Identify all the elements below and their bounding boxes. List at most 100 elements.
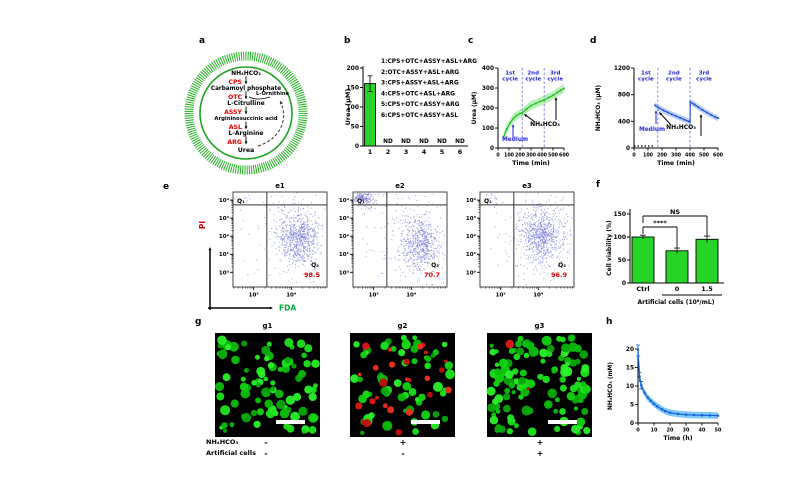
- svg-text:ARG: ARG: [227, 139, 242, 146]
- svg-text:10¹: 10¹: [219, 251, 230, 258]
- svg-text:100: 100: [346, 104, 359, 111]
- svg-text:500: 500: [548, 153, 559, 159]
- svg-text:Artificial cells (10⁶/mL): Artificial cells (10⁶/mL): [638, 299, 715, 306]
- svg-text:5:CPS+OTC+ASSY+ARG: 5:CPS+OTC+ASSY+ARG: [381, 102, 460, 108]
- svg-text:96.9: 96.9: [551, 271, 568, 279]
- svg-text:10²: 10²: [219, 233, 230, 240]
- panel-e-flow-cytometry: e1 10⁴ 10³ 10² 10¹ 10⁰ 10³ 10⁴ Q₁ Q₃ 98.5 e2 10⁴ 10³ 1…: [198, 182, 575, 313]
- svg-text:Q₁: Q₁: [357, 198, 365, 205]
- svg-text:10¹: 10¹: [339, 251, 350, 258]
- svg-text:ND: ND: [419, 139, 429, 145]
- panel-b-urea-bar-chart: 0 50 100 150 200 Urea (μM) 1 2 ND 3 ND 4 ND 5 ND 6 ND 1:C…: [344, 59, 477, 156]
- svg-text:200: 200: [515, 153, 526, 159]
- svg-text:20: 20: [667, 428, 674, 434]
- svg-text:0: 0: [632, 153, 636, 159]
- panel-label-h: h: [606, 317, 613, 327]
- svg-text:50: 50: [618, 257, 626, 264]
- svg-text:4:CPS+OTC+ASL+ARG: 4:CPS+OTC+ASL+ARG: [381, 91, 455, 97]
- svg-text:10⁰: 10⁰: [466, 269, 477, 276]
- svg-text:PI: PI: [198, 221, 207, 229]
- panel-a-urea-cycle-diagram: NH₄HCO₃ Carbamoyl phosphate L-Citrulline Ar…: [184, 51, 308, 175]
- svg-text:10³: 10³: [249, 292, 260, 299]
- svg-text:L-Ornithine: L-Ornithine: [256, 91, 290, 97]
- svg-text:ND: ND: [455, 139, 465, 145]
- svg-text:NH₄HCO₃: NH₄HCO₃: [231, 70, 261, 77]
- svg-text:0: 0: [355, 143, 359, 150]
- svg-text:2nd: 2nd: [668, 71, 680, 77]
- svg-text:10³: 10³: [466, 215, 477, 222]
- svg-text:Medium: Medium: [639, 127, 665, 133]
- svg-text:100: 100: [504, 153, 515, 159]
- svg-text:Time (min): Time (min): [512, 160, 550, 167]
- panel-label-c: c: [468, 36, 474, 46]
- svg-text:ND: ND: [437, 139, 447, 145]
- panel-label-d: d: [590, 36, 597, 46]
- svg-text:10³: 10³: [219, 215, 230, 222]
- svg-text:0: 0: [496, 153, 500, 159]
- svg-text:6: 6: [458, 148, 463, 156]
- svg-text:3: 3: [404, 148, 409, 156]
- svg-text:10³: 10³: [339, 215, 350, 222]
- svg-text:10²: 10²: [339, 233, 350, 240]
- svg-text:5: 5: [440, 148, 445, 156]
- sign-nh4hco3-g1: -: [264, 438, 268, 447]
- row-label-artificial-cells: Artificial cells: [206, 449, 256, 457]
- svg-text:Urea (μM): Urea (μM): [344, 89, 352, 126]
- svg-text:NS: NS: [670, 208, 680, 216]
- svg-text:10⁴: 10⁴: [339, 197, 350, 204]
- svg-text:10: 10: [651, 428, 658, 434]
- svg-text:10⁰: 10⁰: [339, 269, 350, 276]
- svg-text:cycle: cycle: [696, 77, 712, 83]
- treatment-condition-table: NH₄HCO₃ Artificial cells - + + - - +: [193, 437, 623, 465]
- svg-text:1: 1: [368, 148, 373, 156]
- svg-text:50: 50: [351, 124, 359, 131]
- sign-nh4hco3-g2: +: [399, 438, 407, 447]
- svg-text:NH₄HCO₃ (mM): NH₄HCO₃ (mM): [608, 362, 614, 410]
- svg-text:Q₁: Q₁: [484, 198, 492, 205]
- svg-text:e3: e3: [522, 182, 532, 190]
- svg-text:400: 400: [685, 153, 696, 159]
- svg-text:FDA: FDA: [279, 304, 296, 313]
- svg-text:10⁰: 10⁰: [219, 269, 230, 276]
- svg-text:40: 40: [699, 428, 706, 434]
- svg-text:3rd: 3rd: [699, 71, 710, 77]
- svg-text:Time (h): Time (h): [663, 435, 692, 442]
- svg-text:1st: 1st: [505, 71, 515, 77]
- svg-text:0: 0: [636, 428, 640, 434]
- svg-text:g3: g3: [535, 322, 545, 330]
- svg-text:ASSY: ASSY: [224, 109, 242, 116]
- svg-text:600: 600: [713, 153, 724, 159]
- svg-text:400: 400: [618, 119, 630, 125]
- svg-text:300: 300: [482, 86, 494, 92]
- svg-text:4: 4: [422, 148, 427, 156]
- svg-text:2: 2: [386, 148, 391, 156]
- svg-text:0: 0: [630, 421, 634, 427]
- svg-text:100: 100: [613, 234, 626, 241]
- sign-nh4hco3-g3: +: [536, 438, 544, 447]
- svg-text:CPS: CPS: [228, 79, 242, 86]
- svg-text:400: 400: [482, 66, 494, 72]
- svg-text:300: 300: [526, 153, 537, 159]
- panel-g-micrographs: g1 g2 g3: [215, 322, 592, 437]
- svg-text:10⁴: 10⁴: [219, 197, 230, 204]
- sign-cells-g1: -: [264, 449, 268, 458]
- svg-text:cycle: cycle: [638, 77, 654, 83]
- svg-text:300: 300: [671, 153, 682, 159]
- svg-text:98.5: 98.5: [304, 271, 321, 279]
- svg-text:800: 800: [618, 93, 630, 99]
- svg-text:Urea (μM): Urea (μM): [472, 91, 478, 124]
- svg-text:400: 400: [537, 153, 548, 159]
- svg-text:Carbamoyl phosphate: Carbamoyl phosphate: [211, 86, 281, 92]
- svg-text:Q₃: Q₃: [558, 262, 566, 269]
- svg-text:0: 0: [675, 285, 680, 293]
- svg-text:L-Arginine: L-Arginine: [229, 130, 264, 137]
- sign-cells-g3: +: [536, 449, 544, 458]
- panel-label-f: f: [596, 180, 600, 190]
- svg-text:150: 150: [613, 211, 626, 218]
- panel-label-g: g: [195, 317, 202, 327]
- svg-text:600: 600: [559, 153, 570, 159]
